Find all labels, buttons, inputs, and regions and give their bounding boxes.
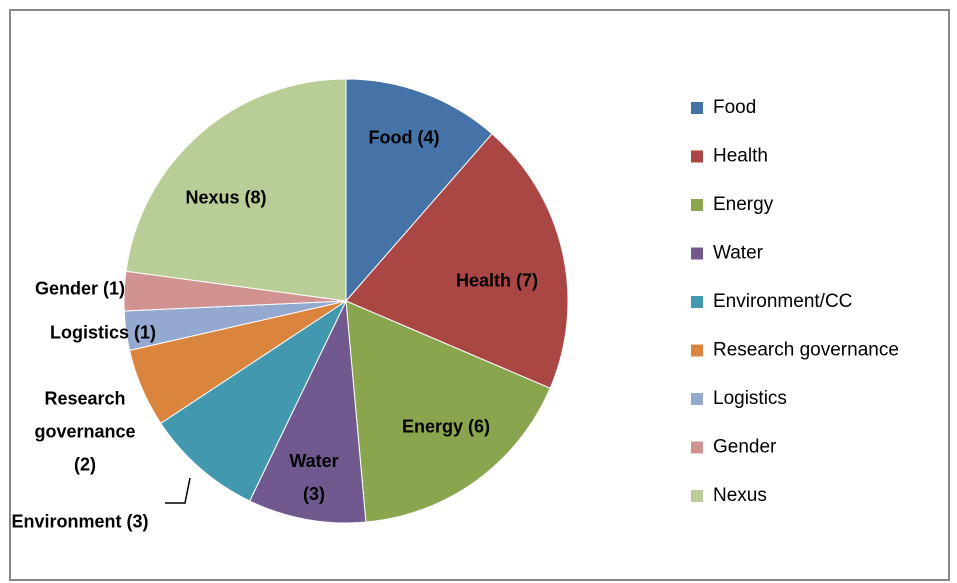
legend-swatch xyxy=(691,441,703,454)
legend-label: Environment/CC xyxy=(713,291,852,312)
legend-label: Health xyxy=(713,146,768,167)
pie-slice xyxy=(160,299,348,502)
pie-slice xyxy=(249,299,367,524)
legend-swatch xyxy=(691,490,703,502)
data-label: Energy (6) xyxy=(401,416,491,437)
legend-label: Water xyxy=(713,243,764,264)
legend-swatch xyxy=(691,150,703,163)
data-label: Research governance (2) xyxy=(34,388,136,475)
legend-label: Research governance xyxy=(713,340,899,361)
legend-label: Gender xyxy=(713,437,777,458)
data-label: Logistics (1) xyxy=(49,322,156,343)
data-label: Health (7) xyxy=(455,270,538,291)
data-label: Gender (1) xyxy=(34,278,126,299)
legend-label: Energy xyxy=(713,194,774,215)
legend-swatch xyxy=(691,199,703,211)
leader-line xyxy=(165,477,191,504)
legend-label: Nexus xyxy=(713,485,767,506)
data-label: Environment (3) xyxy=(11,511,149,532)
data-label: Nexus (8) xyxy=(185,187,267,208)
data-label: Food (4) xyxy=(368,127,440,148)
legend-swatch xyxy=(691,296,703,308)
legend-swatch xyxy=(691,247,703,260)
legend-label: Food xyxy=(713,97,756,118)
legend-swatch xyxy=(691,393,703,405)
pie-slice xyxy=(345,300,551,523)
pie-slice xyxy=(345,78,493,303)
pie-slice xyxy=(125,78,347,302)
legend-swatch xyxy=(691,344,703,357)
legend-label: Logistics xyxy=(713,388,787,409)
legend-swatch xyxy=(691,102,703,114)
data-label: Water (3) xyxy=(289,451,339,504)
